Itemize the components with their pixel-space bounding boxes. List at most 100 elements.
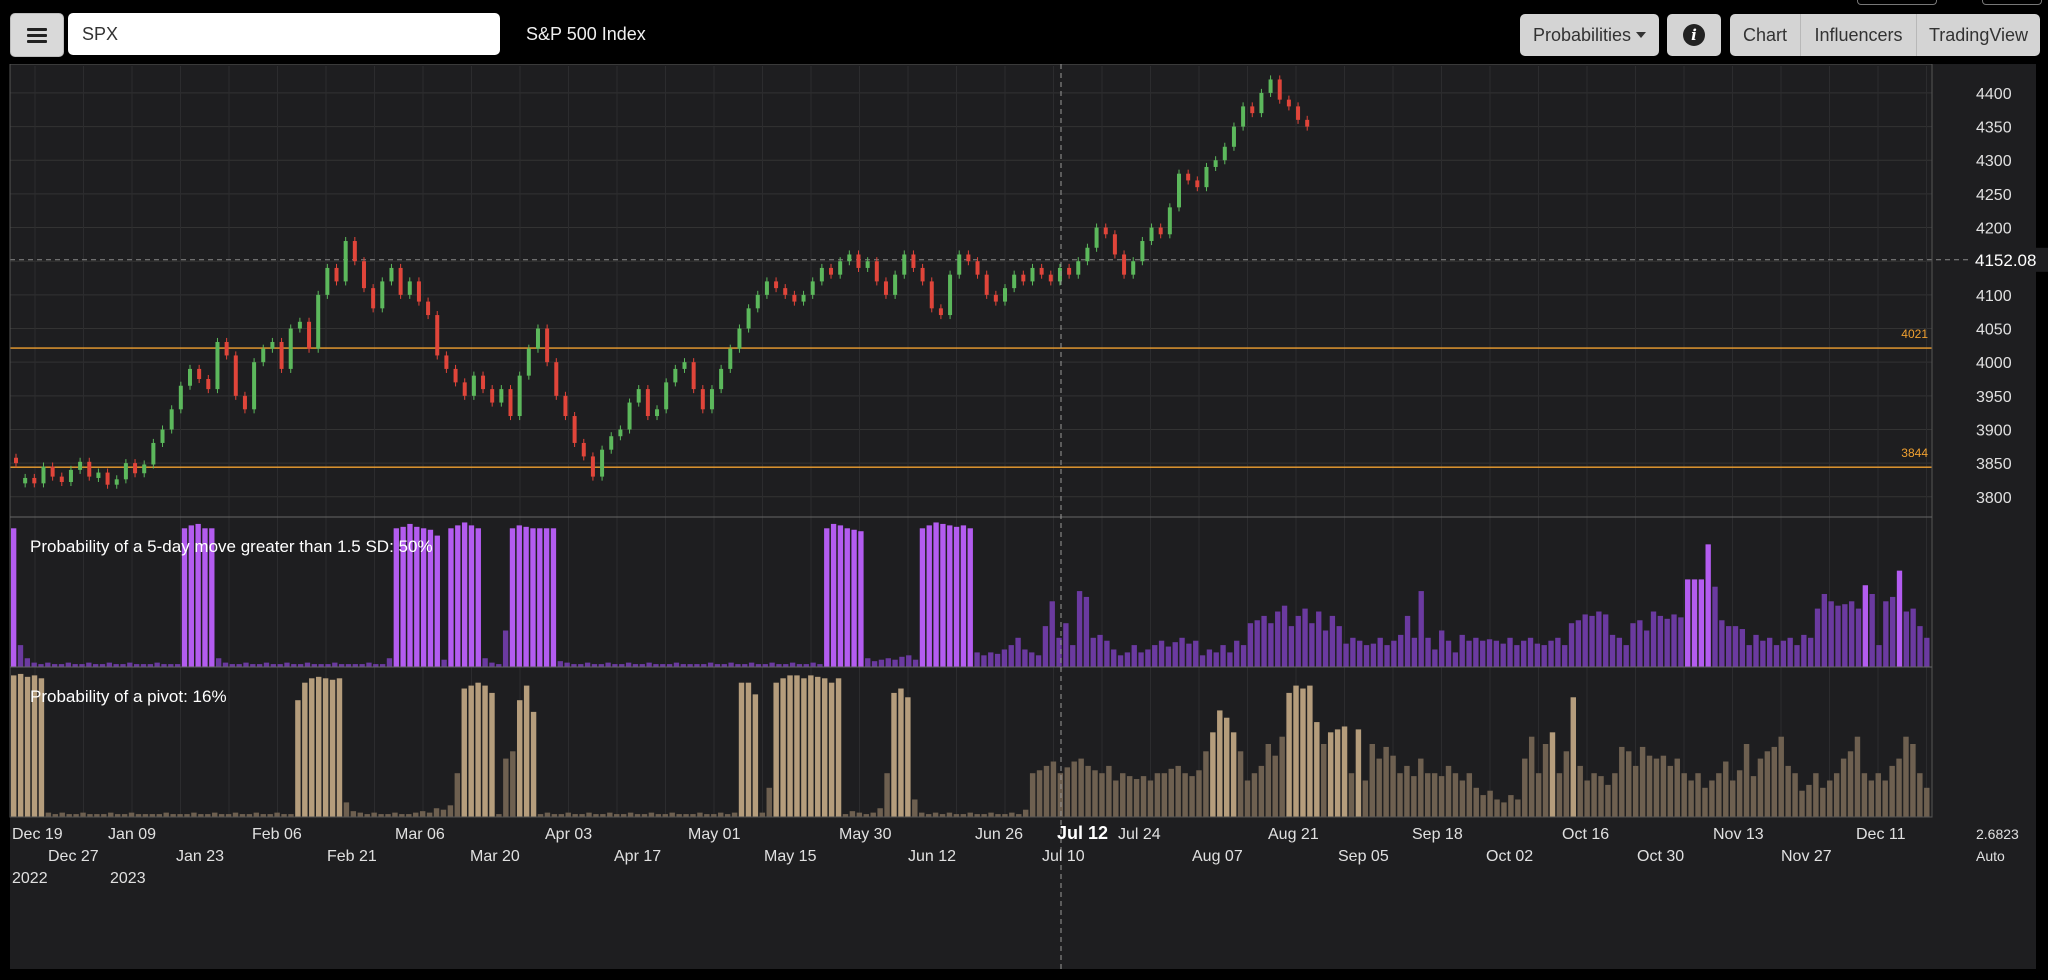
five-day-bar [1350,637,1356,667]
pivot-bar [1840,758,1847,817]
pivot-bar [1272,755,1278,817]
date-tick-label: Oct 02 [1486,848,1533,865]
pivot-bar [1341,726,1348,817]
menu-button[interactable] [10,13,64,57]
candle [975,261,980,275]
pivot-bar [551,814,558,817]
five-day-bar [1357,640,1363,667]
candle [783,288,788,295]
pivot-bar [309,678,315,817]
five-day-bar [1227,652,1233,667]
candle [307,321,312,349]
candle [261,348,266,363]
five-day-bar [243,662,249,667]
pivot-bar [1099,773,1105,817]
pivot-bar [385,814,391,817]
five-day-bar [1760,640,1766,667]
pivot-bar [1827,780,1833,817]
five-day-bar [1152,645,1158,667]
probabilities-dropdown[interactable]: Probabilities [1520,14,1659,56]
pivot-bar [1182,773,1188,817]
pivot-bar [177,814,183,817]
pivot-bar [1376,758,1382,817]
candle [197,368,202,380]
five-day-bar [550,528,557,667]
five-day-bar [277,664,283,667]
candle [32,477,37,484]
five-day-bar [714,664,721,667]
candle [563,395,568,417]
pivot-bar [752,694,759,817]
five-day-bar [564,662,570,667]
pivot-bar [315,676,322,817]
five-day-bar [1022,649,1028,667]
five-day-bar [1890,596,1896,667]
five-day-bar [1035,655,1042,667]
five-day-bar [1555,637,1561,667]
five-day-bar [666,664,673,667]
pivot-bar [1653,758,1660,817]
pivot-bar [1237,751,1244,817]
five-day-bar [427,529,434,667]
price-tick-label: 3850 [1976,456,2012,473]
pivot-bar [163,812,169,817]
five-day-bar [58,664,65,667]
pivot-bar [572,814,578,817]
pivot-bar [1050,761,1057,817]
pivot-bar [142,814,149,817]
pivot-bar [1626,751,1632,817]
five-day-bar [1835,605,1841,667]
candle [700,389,705,410]
pivot-bar [1494,799,1500,817]
candle [1186,173,1191,181]
five-day-bar [899,656,905,667]
pivot-bar [364,814,370,817]
candle [361,261,366,289]
five-day-bar [830,523,837,667]
pivot-bar [1397,773,1403,817]
five-day-bar [133,664,140,667]
pivot-bar [1480,795,1486,817]
candle [1268,79,1273,93]
five-day-bar [824,528,830,667]
symbol-search-input[interactable] [68,13,500,55]
pivot-bar [1612,773,1618,817]
candle [1149,227,1154,242]
five-day-bar [687,664,693,667]
five-day-bar [1862,585,1869,667]
five-day-bar [297,664,304,667]
candle [123,463,128,480]
candle [50,466,55,477]
five-day-bar [455,525,461,667]
five-day-bar [1295,615,1301,667]
pivot-bar [1729,780,1736,817]
candle [655,409,660,417]
pivot-bar [59,812,65,817]
five-day-bar [783,664,789,667]
five-day-bar [1042,626,1049,667]
five-day-bar [1500,643,1506,667]
pivot-bar [1723,761,1729,817]
pivot-bar [1522,758,1528,817]
pivot-bar [1244,780,1251,817]
last-price-label: 4152.08 [1975,251,2036,270]
pivot-bar [1896,758,1902,817]
five-day-bar [1083,596,1090,667]
five-day-bar [619,664,625,667]
five-day-bar [707,662,714,667]
five-day-bar [1719,620,1725,667]
tab-influencers[interactable]: Influencers [1800,14,1916,56]
pivot-bar [884,773,890,817]
pivot-bar [1501,802,1507,817]
tab-tradingview[interactable]: TradingView [1916,14,2040,56]
pivot-bar [1425,773,1431,817]
info-button[interactable]: i [1667,14,1721,56]
tab-chart[interactable]: Chart [1730,14,1800,56]
pivot-bar [794,675,800,817]
pivot-bar [1064,767,1071,817]
pivot-bar [1279,736,1285,817]
five-day-bar [1316,611,1322,667]
pivot-bar [1016,814,1022,817]
five-day-bar [537,528,543,667]
